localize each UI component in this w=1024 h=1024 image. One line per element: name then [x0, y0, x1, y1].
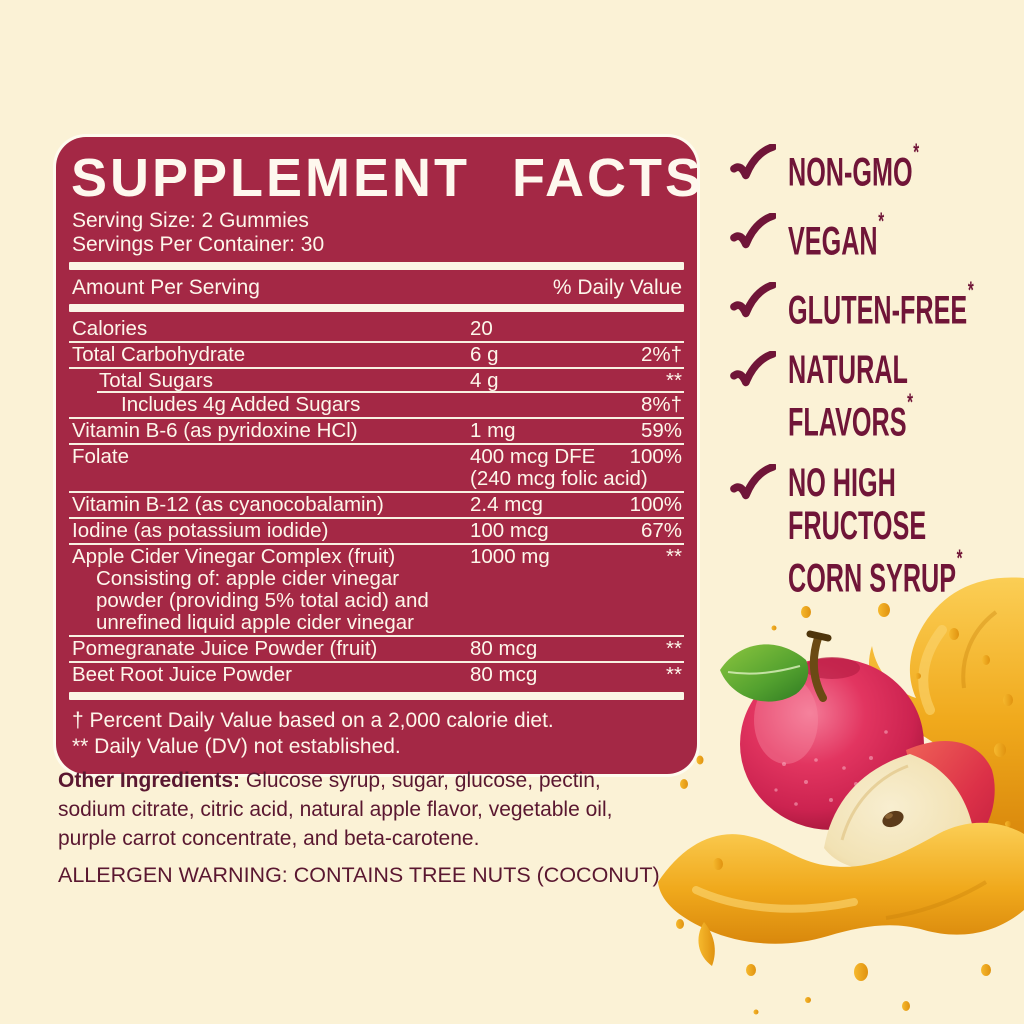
table-row: Pomegranate Juice Powder (fruit) 80 mcg …	[69, 637, 684, 663]
table-row: Vitamin B-12 (as cyanocobalamin) 2.4 mcg…	[69, 493, 684, 519]
other-ingredients-text: Glucose syrup, sugar, glucose, pectin, s…	[58, 769, 613, 850]
stem-top	[806, 630, 832, 642]
nutrition-table: Calories 20 Total Carbohydrate 6 g 2%† T…	[69, 317, 684, 687]
badge-label: GLUTEN-FREE*	[788, 277, 974, 333]
juice-shade	[961, 610, 998, 689]
other-ingredients-label: Other Ingredients:	[58, 769, 241, 792]
footnote-dagger: † Percent Daily Value based on a 2,000 c…	[72, 709, 554, 732]
juice-droplets-bottom	[676, 858, 991, 1015]
dv-header: % Daily Value	[552, 276, 682, 299]
other-ingredients: Other Ingredients: Glucose syrup, sugar,…	[58, 766, 706, 853]
divider-bar	[69, 262, 684, 270]
table-row-acv-complex: Apple Cider Vinegar Complex (fruit) 1000…	[69, 545, 684, 637]
badge-natural-flavors: NATURAL FLAVORS*	[730, 349, 986, 444]
table-row: Iodine (as potassium iodide) 100 mcg 67%	[69, 519, 684, 545]
juice-wave-bottom	[658, 822, 1024, 1015]
apple-juice-splash-illustration	[658, 577, 1024, 1015]
table-row: Beet Root Juice Powder 80 mcg **	[72, 663, 682, 686]
table-row: Total Sugars 4 g **	[69, 369, 684, 393]
claims-badge-list: NON-GMO* VEGAN* GLUTEN-FREE* NATURAL FLA…	[730, 139, 1024, 610]
checkmark-icon	[730, 464, 776, 500]
supplement-facts-panel: SUPPLEMENT FACTS Serving Size: 2 Gummies…	[56, 137, 705, 774]
juice-highlight	[918, 625, 947, 715]
badge-label: NON-GMO*	[788, 139, 920, 195]
serving-size: Serving Size: 2 Gummies	[72, 209, 309, 232]
panel-title: SUPPLEMENT FACTS	[71, 148, 705, 208]
footnotes: † Percent Daily Value based on a 2,000 c…	[69, 705, 684, 762]
juice-droplets-top	[680, 603, 1013, 827]
allergen-warning: ALLERGEN WARNING: CONTAINS TREE NUTS (CO…	[58, 863, 666, 887]
badge-no-hfcs: NO HIGH FRUCTOSE CORN SYRUP*	[730, 462, 1024, 600]
amount-header: Amount Per Serving	[72, 276, 260, 299]
badge-label: NO HIGH FRUCTOSE CORN SYRUP*	[788, 461, 963, 601]
table-row: Calories 20	[69, 317, 684, 343]
badge-label: NATURAL FLAVORS*	[788, 348, 914, 445]
badge-label: VEGAN*	[788, 208, 885, 264]
divider-bar	[69, 304, 684, 312]
checkmark-icon	[730, 144, 776, 180]
badge-non-gmo: NON-GMO*	[730, 139, 995, 195]
servings-per-container: Servings Per Container: 30	[72, 233, 325, 256]
table-row-folate: Folate 400 mcg DFE 100% (240 mcg folic a…	[69, 445, 684, 493]
folate-note: (240 mcg folic acid)	[470, 467, 648, 490]
table-header: Amount Per Serving % Daily Value	[69, 275, 684, 299]
checkmark-icon	[730, 282, 776, 318]
table-row: Total Carbohydrate 6 g 2%†	[69, 343, 684, 369]
checkmark-icon	[730, 213, 776, 249]
checkmark-icon	[730, 351, 776, 387]
apple-stem	[809, 634, 827, 702]
footnote-dv: ** Daily Value (DV) not established.	[72, 735, 401, 758]
leaf-vein	[727, 665, 801, 675]
badge-vegan: VEGAN*	[730, 208, 940, 264]
divider-bar	[69, 692, 684, 700]
badge-gluten-free: GLUTEN-FREE*	[730, 277, 1024, 333]
table-row: Vitamin B-6 (as pyridoxine HCl) 1 mg 59%	[69, 419, 684, 445]
table-row: Includes 4g Added Sugars 8%†	[69, 393, 684, 419]
